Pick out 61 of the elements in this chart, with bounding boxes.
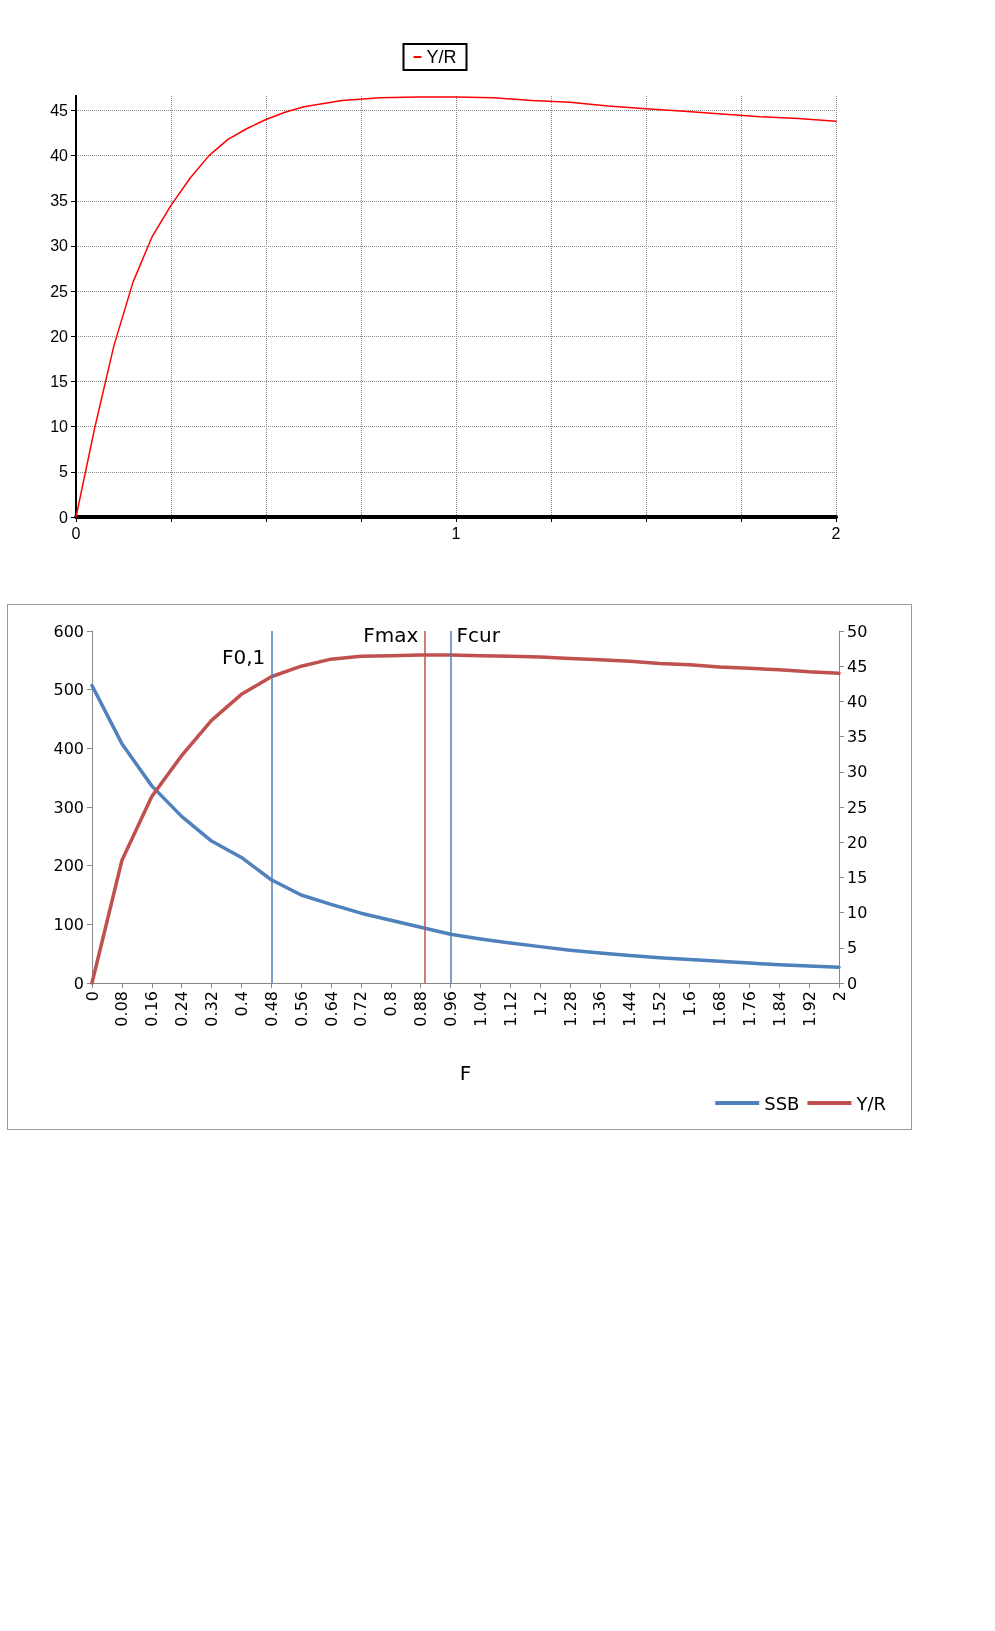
x-tick-label: 0.64 xyxy=(321,991,341,1027)
ref-line-label: Fmax xyxy=(363,623,419,647)
x-tick-label: 1.52 xyxy=(650,991,670,1027)
y-tick-label: 10 xyxy=(50,418,69,436)
x-tick-label: 1.28 xyxy=(560,991,580,1027)
x-tick-label: 2 xyxy=(829,991,849,1002)
y-tick-label: 30 xyxy=(50,237,69,255)
y-tick-label: 40 xyxy=(50,147,69,165)
legend-label: Y/R xyxy=(426,47,457,67)
y-tick-label: 600 xyxy=(53,621,84,641)
ref-line-label: F0,1 xyxy=(221,645,266,669)
x-tick-label: 1.12 xyxy=(500,991,520,1027)
x-tick-label: 2 xyxy=(831,524,841,542)
legend-label: Y/R xyxy=(855,1092,887,1114)
y2-tick-label: 25 xyxy=(847,797,868,817)
y-tick-label: 200 xyxy=(53,856,84,876)
x-tick-label: 1.84 xyxy=(769,991,789,1027)
x-tick-label: 1.92 xyxy=(799,991,819,1027)
x-tick-label: 1.76 xyxy=(739,991,759,1027)
x-tick-label: 0.48 xyxy=(261,991,281,1027)
x-tick-label: 1.04 xyxy=(470,991,490,1027)
y2-tick-label: 45 xyxy=(847,656,868,676)
y2-tick-label: 5 xyxy=(847,938,858,958)
y-tick-label: 0 xyxy=(59,508,69,526)
x-tick-label: 1.2 xyxy=(530,991,550,1017)
x-tick-label: 0.4 xyxy=(231,991,251,1017)
x-tick-label: 0.72 xyxy=(351,991,371,1027)
y-tick-label: 25 xyxy=(50,282,69,300)
y-tick-label: 45 xyxy=(50,101,69,119)
y-tick-label: 300 xyxy=(53,797,84,817)
x-tick-label: 1.36 xyxy=(590,991,610,1027)
x-tick-label: 1.6 xyxy=(680,991,700,1017)
y-tick-label: 20 xyxy=(50,327,69,345)
x-tick-label: 0.8 xyxy=(381,991,401,1017)
x-tick-label: 0 xyxy=(82,991,102,1002)
y2-tick-label: 10 xyxy=(847,903,868,923)
x-tick-label: 0.88 xyxy=(411,991,431,1027)
x-tick-label: 0.96 xyxy=(441,991,461,1027)
x-tick-label: 0.56 xyxy=(291,991,311,1027)
y2-tick-label: 35 xyxy=(847,727,868,747)
y-tick-label: 400 xyxy=(53,738,84,758)
y2-tick-label: 15 xyxy=(847,867,868,887)
x-tick-label: 0.32 xyxy=(202,991,222,1027)
y2-tick-label: 50 xyxy=(847,621,868,641)
y-tick-label: 15 xyxy=(50,372,69,390)
y2-tick-label: 20 xyxy=(847,832,868,852)
ref-line-label: Fcur xyxy=(456,623,501,647)
x-tick-label: 1 xyxy=(451,524,461,542)
x-tick-label: 1.44 xyxy=(620,991,640,1027)
x-axis-title: F xyxy=(459,1061,472,1085)
y-tick-label: 5 xyxy=(59,463,69,481)
y2-tick-label: 40 xyxy=(847,691,868,711)
y-tick-label: 500 xyxy=(53,680,84,700)
x-tick-label: 1.68 xyxy=(709,991,729,1027)
legend-label: SSB xyxy=(764,1092,800,1114)
x-tick-label: 0.16 xyxy=(142,991,162,1027)
y-tick-label: 35 xyxy=(50,192,69,210)
y-tick-label: 100 xyxy=(53,914,84,934)
y2-tick-label: 30 xyxy=(847,762,868,782)
x-tick-label: 0.24 xyxy=(172,991,192,1027)
x-tick-label: 0.08 xyxy=(112,991,132,1027)
